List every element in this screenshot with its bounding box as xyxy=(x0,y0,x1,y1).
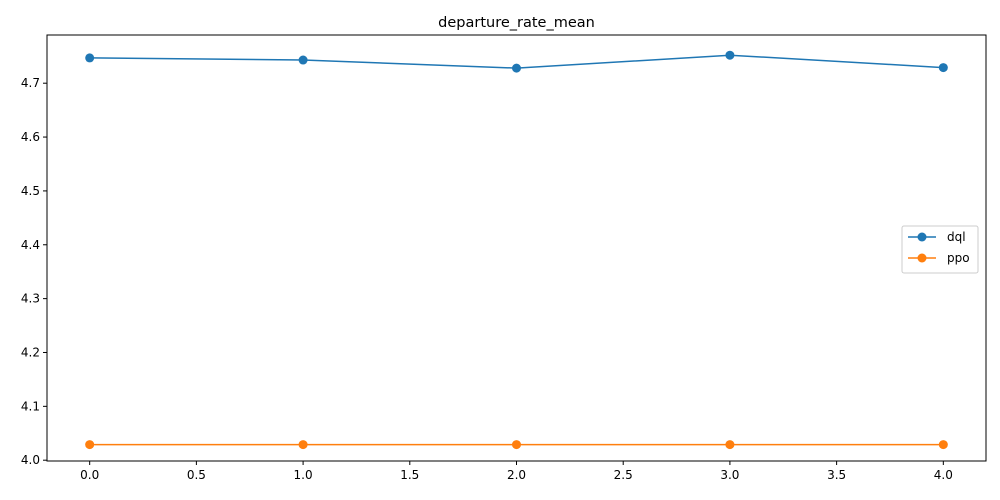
y-tick-label: 4.7 xyxy=(21,76,40,90)
data-point-dql xyxy=(725,50,735,60)
x-tick-label: 3.0 xyxy=(720,468,739,482)
data-point-dql xyxy=(298,55,308,65)
y-tick-label: 4.3 xyxy=(21,292,40,306)
legend-label: dql xyxy=(947,230,966,244)
data-point-ppo xyxy=(85,440,95,450)
legend: dql ppo xyxy=(901,225,979,274)
y-tick-label: 4.2 xyxy=(21,345,40,359)
x-tick-label: 4.0 xyxy=(934,468,953,482)
x-tick-label: 1.0 xyxy=(294,468,313,482)
data-point-ppo xyxy=(512,440,521,450)
legend-label: ppo xyxy=(947,251,970,265)
x-tick-label: 2.0 xyxy=(507,468,526,482)
legend-item-dql: dql xyxy=(908,230,966,244)
series-dql xyxy=(85,50,948,73)
legend-item-ppo: ppo xyxy=(908,251,970,265)
x-tick-label: 3.5 xyxy=(827,468,846,482)
data-point-ppo xyxy=(298,440,308,450)
y-tick-label: 4.1 xyxy=(21,399,40,413)
x-tick-label: 0.0 xyxy=(80,468,99,482)
data-point-dql xyxy=(85,53,95,63)
series-ppo xyxy=(85,440,948,450)
data-point-dql xyxy=(938,63,948,73)
data-point-dql xyxy=(512,63,521,73)
x-tick-label: 0.5 xyxy=(187,468,206,482)
legend-box xyxy=(901,225,979,274)
x-axis: 0.0 0.5 1.0 1.5 2.0 2.5 3.0 3.5 4.0 xyxy=(80,461,953,482)
x-tick-label: 2.5 xyxy=(614,468,633,482)
legend-marker xyxy=(917,253,927,263)
legend-marker xyxy=(917,232,927,242)
chart-title: departure_rate_mean xyxy=(438,15,595,31)
y-axis: 4.0 4.1 4.2 4.3 4.4 4.5 4.6 4.7 xyxy=(21,76,47,467)
y-tick-label: 4.4 xyxy=(21,238,40,252)
data-point-ppo xyxy=(725,440,735,450)
plot-frame xyxy=(46,34,987,462)
series-layer xyxy=(85,50,948,450)
y-tick-label: 4.0 xyxy=(21,453,40,467)
data-point-ppo xyxy=(938,440,948,450)
y-tick-label: 4.6 xyxy=(21,130,40,144)
x-tick-label: 1.5 xyxy=(400,468,419,482)
y-tick-label: 4.5 xyxy=(21,184,40,198)
